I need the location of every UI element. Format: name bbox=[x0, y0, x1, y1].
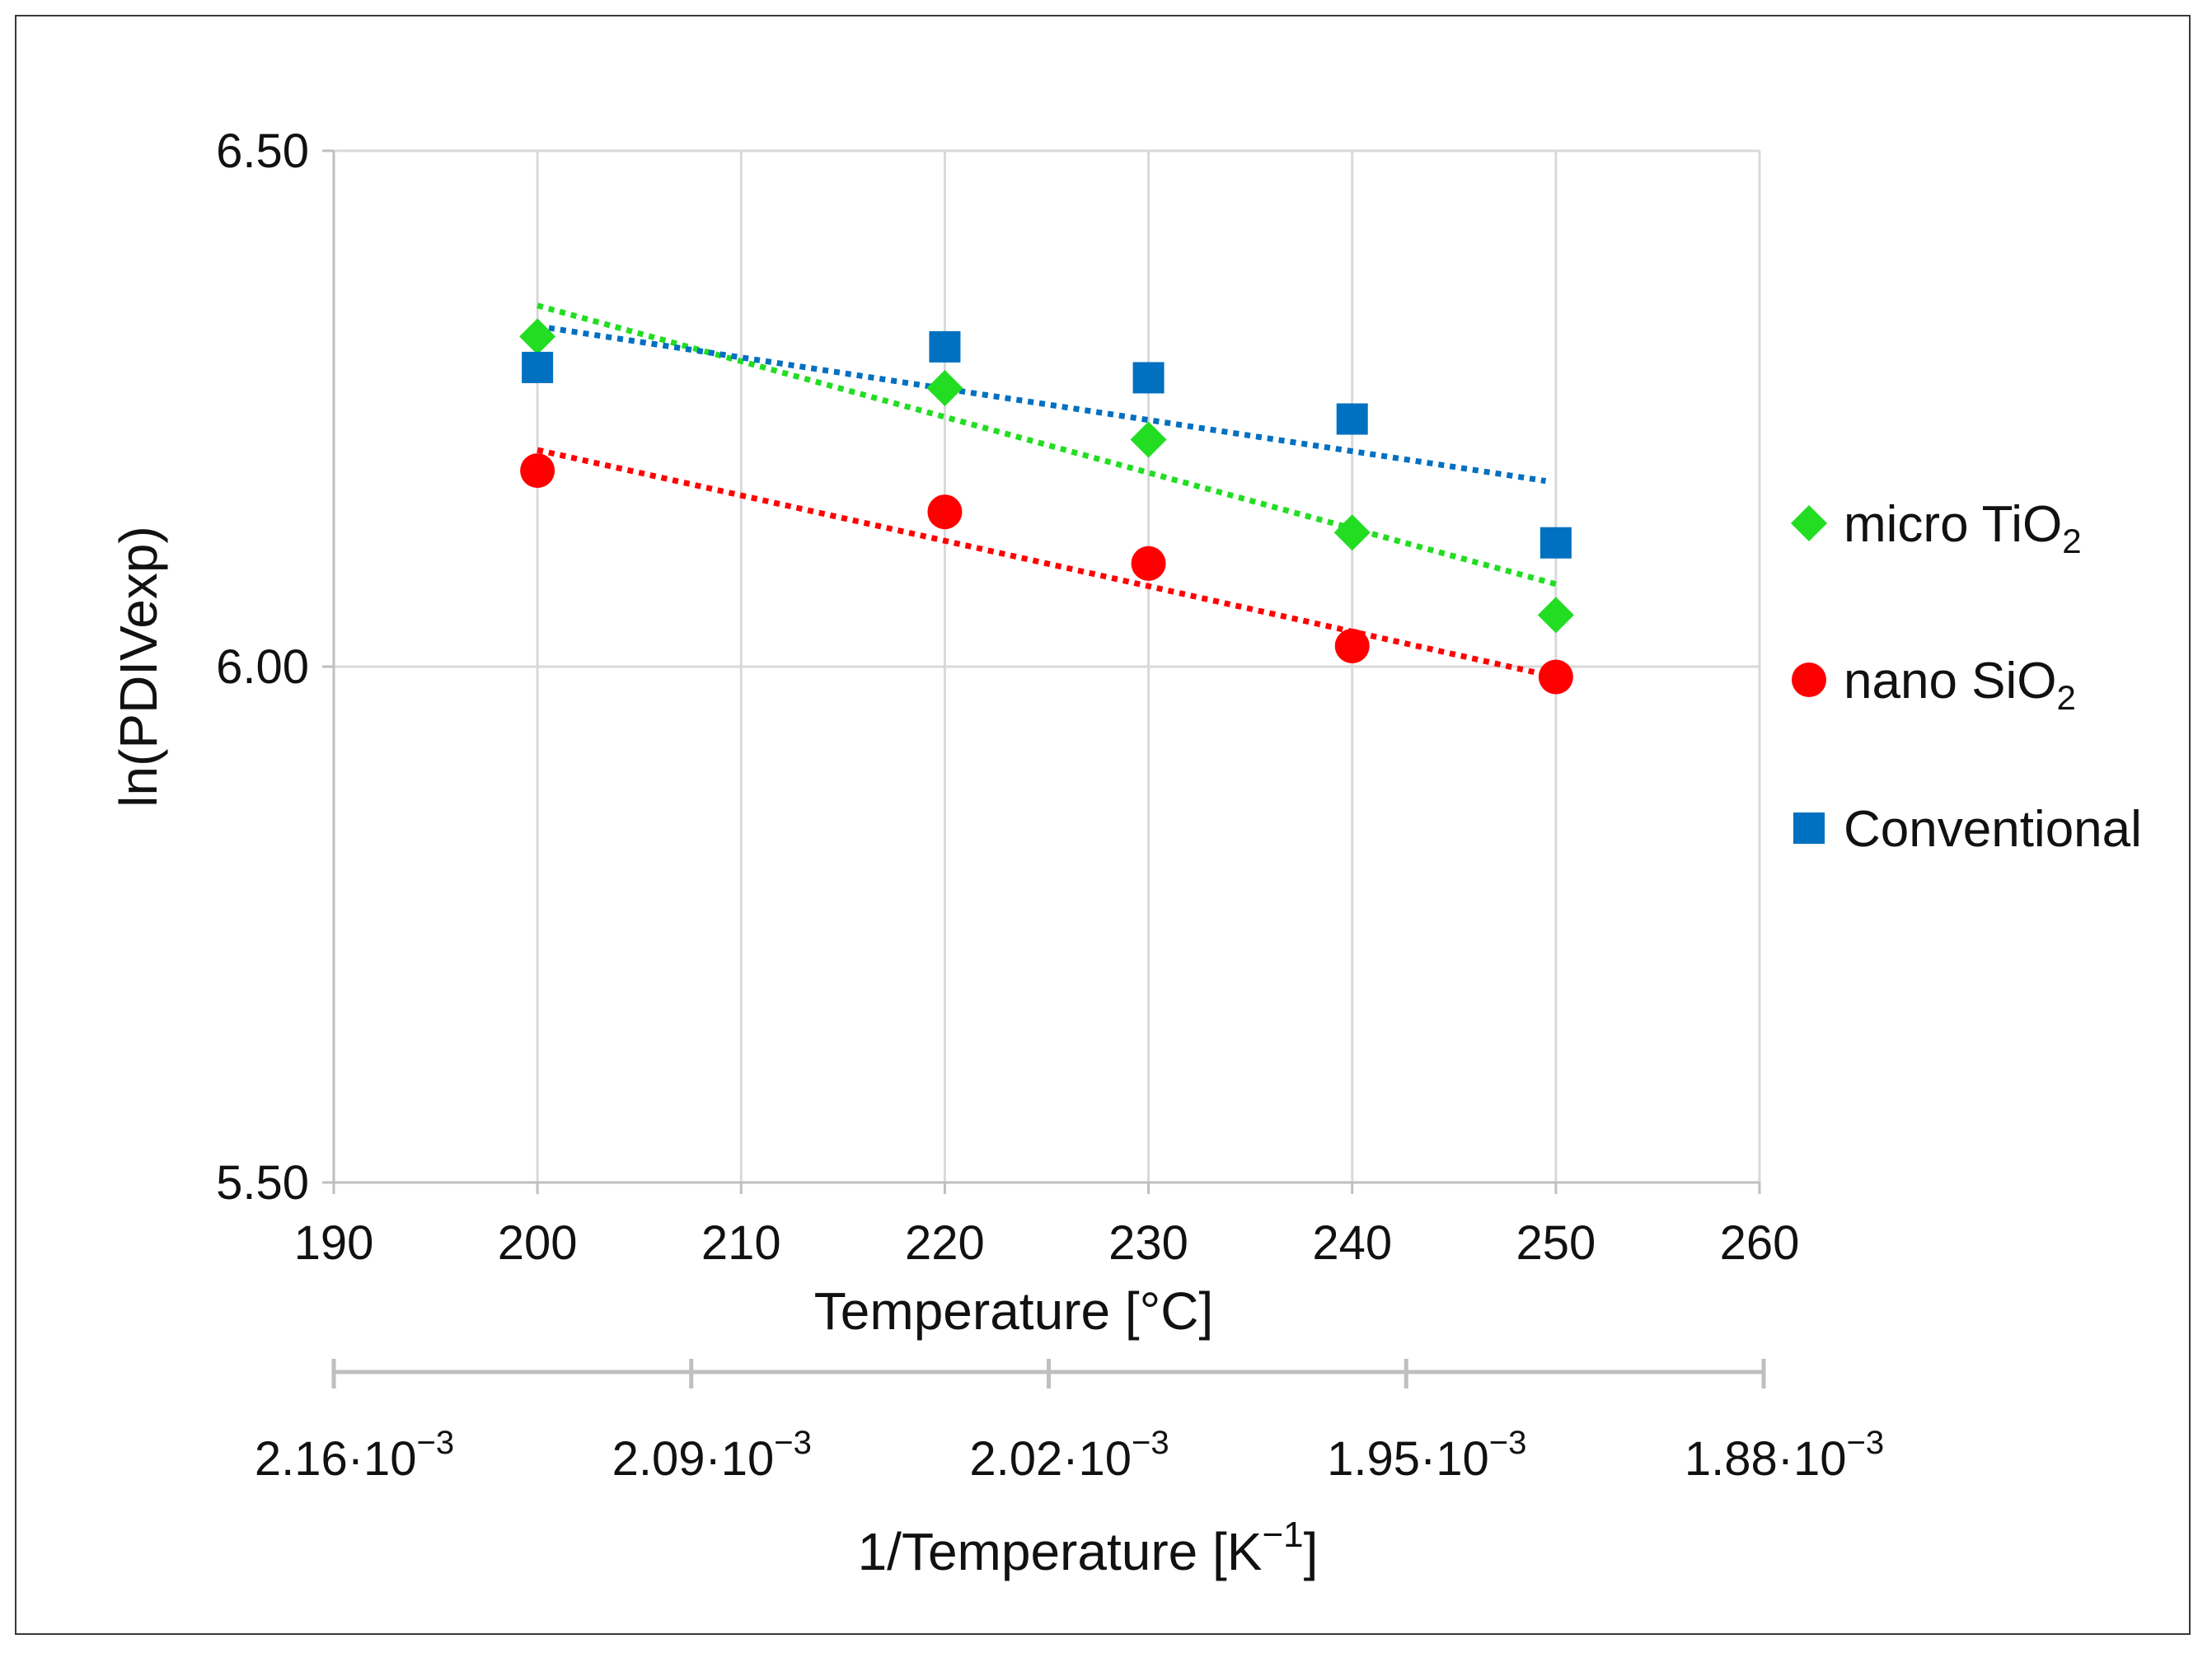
point-conventional bbox=[1539, 527, 1572, 559]
secondary-tick-label: 1.95·10−3 bbox=[1327, 1425, 1526, 1486]
x-tick-label: 220 bbox=[905, 1216, 985, 1270]
secondary-tick-label: 2.02·10−3 bbox=[969, 1425, 1169, 1486]
point-micro-tio2 bbox=[1130, 421, 1167, 458]
point-micro-tio2 bbox=[1333, 514, 1371, 551]
x-tick-label: 210 bbox=[701, 1216, 781, 1270]
legend-label-conventional: Conventional bbox=[1844, 801, 2142, 858]
point-nano-sio2 bbox=[1334, 628, 1370, 663]
point-nano-sio2 bbox=[927, 494, 963, 530]
point-conventional bbox=[929, 330, 961, 363]
x-tick-label: 240 bbox=[1312, 1216, 1392, 1270]
point-nano-sio2 bbox=[1131, 546, 1166, 581]
point-micro-tio2 bbox=[1537, 597, 1574, 634]
legend-label-nano-sio2: nano SiO2 bbox=[1844, 653, 2076, 717]
legend-label-micro-tio2: micro TiO2 bbox=[1844, 496, 2082, 560]
x-tick-label: 260 bbox=[1720, 1216, 1800, 1270]
legend-marker-nano-sio2 bbox=[1792, 663, 1826, 697]
chart-frame bbox=[15, 15, 2191, 1635]
y-tick-label: 5.50 bbox=[216, 1156, 309, 1210]
y-tick-label: 6.50 bbox=[216, 124, 309, 178]
point-micro-tio2 bbox=[926, 369, 963, 406]
secondary-tick-label: 1.88·10−3 bbox=[1685, 1425, 1884, 1486]
x-tick-label: 250 bbox=[1516, 1216, 1596, 1270]
secondary-tick-label: 2.09·10−3 bbox=[612, 1425, 812, 1486]
point-nano-sio2 bbox=[1538, 659, 1573, 695]
point-conventional bbox=[522, 351, 554, 383]
point-micro-tio2 bbox=[519, 318, 556, 355]
secondary-tick-label: 2.16·10−3 bbox=[255, 1425, 454, 1486]
data-points bbox=[519, 318, 1574, 695]
legend-marker-micro-tio2 bbox=[1791, 505, 1827, 541]
x-axis-title: Temperature [°C] bbox=[814, 1281, 1213, 1341]
x-tick-label: 200 bbox=[498, 1216, 578, 1270]
secondary-axis-title: 1/Temperature [K−1] bbox=[858, 1515, 1319, 1581]
trendlines bbox=[537, 302, 1557, 680]
point-conventional bbox=[1336, 403, 1368, 435]
legend: micro TiO2 nano SiO2 Conventional bbox=[1791, 496, 2142, 858]
trendline-micro-tio2 bbox=[537, 302, 1557, 588]
trendline-conventional bbox=[537, 323, 1547, 485]
legend-marker-conventional bbox=[1793, 812, 1825, 844]
x-tick-label: 230 bbox=[1108, 1216, 1188, 1270]
axes: 5.50 6.00 6.50 190 200 210 220 230 240 250 260 Temp… bbox=[109, 124, 1884, 1581]
point-conventional bbox=[1132, 362, 1165, 394]
point-nano-sio2 bbox=[520, 453, 555, 489]
y-tick-label: 6.00 bbox=[216, 640, 309, 694]
trendline-nano-sio2 bbox=[537, 447, 1557, 680]
y-axis-title: ln(PDIVexp) bbox=[109, 526, 168, 807]
x-tick-label: 190 bbox=[294, 1216, 374, 1270]
